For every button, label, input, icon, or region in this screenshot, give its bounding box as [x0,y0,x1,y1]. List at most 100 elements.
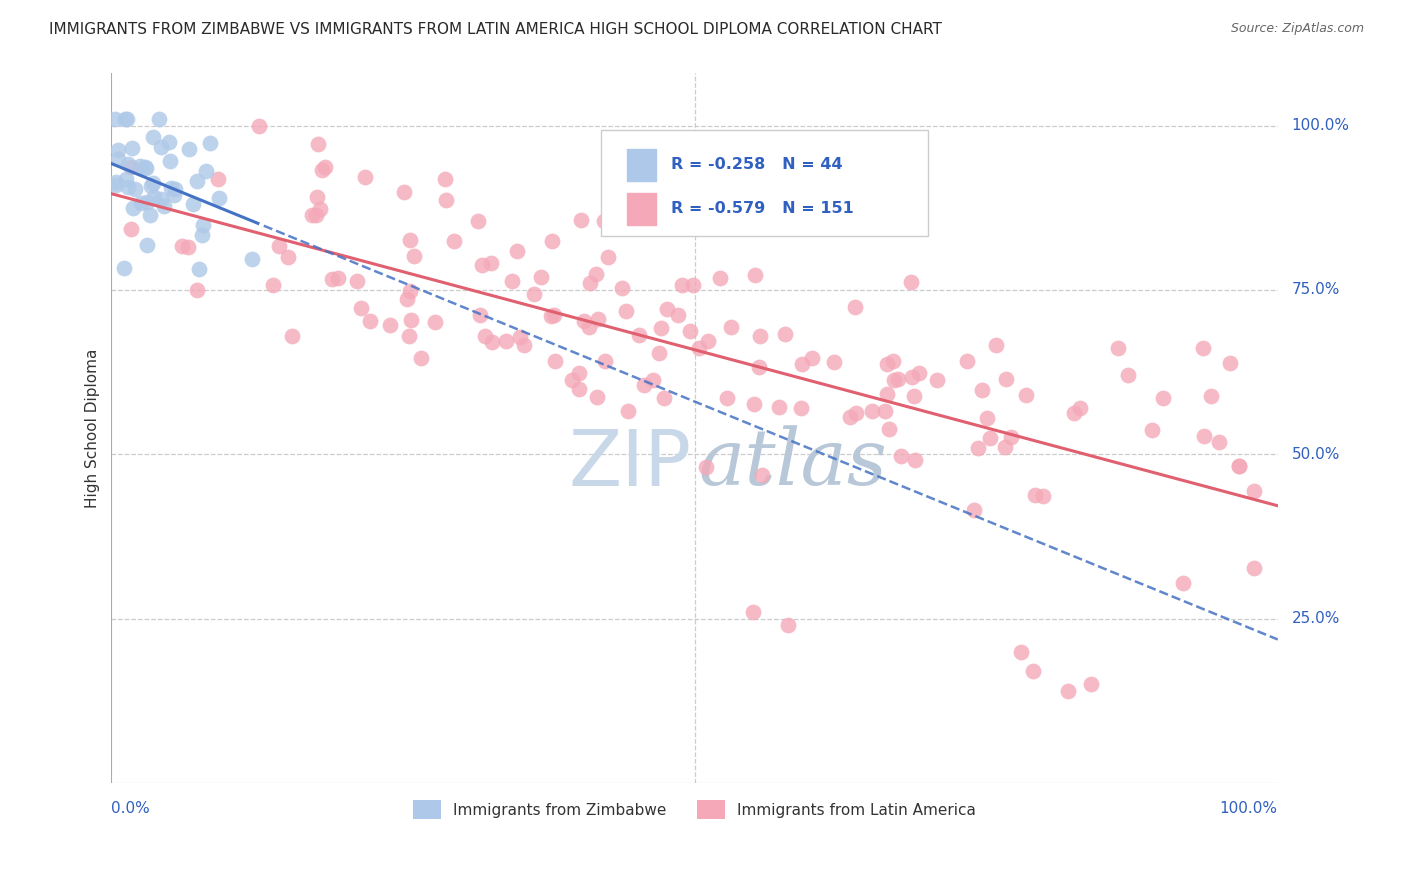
Point [1032,489,1054,503]
Point [409,351,432,366]
Point [876,357,898,371]
Point [398,328,420,343]
Point [886,372,908,386]
Point [191,218,214,232]
Point [399,233,422,247]
Point [395,292,418,306]
Point [380,318,402,332]
Point [307,136,329,151]
Point [875,404,897,418]
Point [188,262,211,277]
Point [967,441,990,455]
Point [579,276,602,290]
Point [512,337,534,351]
Point [501,274,523,288]
Text: 100.0%: 100.0% [1292,118,1350,133]
Point [1152,392,1174,406]
Point [1243,561,1265,575]
Point [135,161,157,176]
Text: 25.0%: 25.0% [1292,611,1340,626]
Point [120,222,142,236]
Point [1014,388,1036,402]
Point [281,329,304,343]
Point [301,208,323,222]
Point [474,328,496,343]
Point [149,140,172,154]
Point [1069,401,1091,416]
Point [159,153,181,168]
Point [152,199,174,213]
Point [844,300,866,314]
Point [1022,665,1045,679]
Point [927,374,949,388]
Point [305,208,328,222]
Point [104,175,127,189]
Point [112,261,135,276]
Point [115,172,138,186]
Point [506,244,529,259]
Point [633,377,655,392]
Point [346,274,368,288]
Point [682,278,704,293]
Point [509,330,531,344]
Point [568,366,591,380]
Point [1107,342,1129,356]
Point [134,160,156,174]
Point [1192,428,1215,442]
Point [117,157,139,171]
Point [790,401,813,415]
Point [568,383,591,397]
Point [776,618,799,632]
Bar [627,193,657,225]
Point [1000,430,1022,444]
Point [104,112,127,126]
Point [247,119,270,133]
Point [186,173,208,187]
Point [190,227,212,242]
Point [979,431,1001,445]
Point [650,320,672,334]
Point [1219,356,1241,370]
Point [890,449,912,463]
Point [121,141,143,155]
Point [716,392,738,406]
Point [471,258,494,272]
Point [120,161,142,175]
Point [177,240,200,254]
Point [523,286,546,301]
Point [207,172,229,186]
Point [1192,341,1215,355]
Point [1010,644,1032,658]
Point [350,301,373,315]
Point [744,268,766,283]
Point [529,269,551,284]
Point [627,327,650,342]
Point [908,367,931,381]
Point [394,185,416,199]
Point [544,354,567,368]
Point [561,373,583,387]
Point [359,314,381,328]
Point [900,275,922,289]
Point [135,238,157,252]
Point [148,112,170,126]
Point [198,136,221,151]
Point [308,202,330,217]
Point [399,284,422,298]
Point [768,400,790,414]
Point [124,182,146,196]
Point [1024,488,1046,502]
Point [773,326,796,341]
Point [586,390,609,404]
Point [121,202,143,216]
Point [751,468,773,483]
Point [481,335,503,350]
Point [1140,423,1163,437]
Point [860,404,883,418]
Point [117,112,139,126]
Point [170,239,193,253]
Point [107,143,129,157]
Point [695,460,717,475]
Point [186,284,208,298]
Point [823,354,845,368]
